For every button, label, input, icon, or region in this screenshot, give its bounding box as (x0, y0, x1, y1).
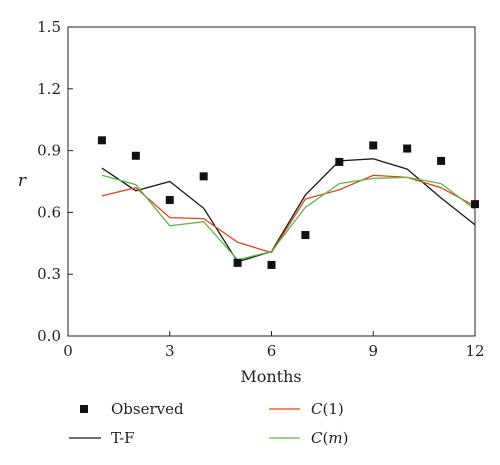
x-axis: 0 3 6 9 12 (63, 331, 485, 360)
x-tick-label: 3 (165, 342, 175, 360)
observed-point (335, 157, 344, 166)
legend-label-cm-var: C (311, 429, 323, 447)
legend-marker-observed (80, 405, 88, 413)
observed-point (403, 144, 412, 153)
legend-label-c1: C(1) (311, 400, 344, 418)
observed-point (471, 200, 479, 209)
y-tick-label: 1.2 (37, 80, 61, 98)
y-axis: 0.0 0.3 0.6 0.9 1.2 1.5 (37, 18, 73, 345)
observed-point (97, 136, 106, 145)
legend-label-c1-var: C (311, 400, 323, 418)
legend: Observed T-F C(1) C(m) (69, 400, 348, 447)
observed-point (233, 258, 242, 267)
y-axis-title: r (18, 171, 27, 191)
x-axis-title: Months (240, 367, 301, 386)
series-line-tf (101, 158, 476, 263)
series-line-cm (101, 174, 476, 261)
y-tick-label: 0.0 (37, 327, 61, 345)
y-tick-label: 0.3 (37, 265, 61, 283)
observed-point (131, 151, 140, 160)
y-tick-label: 1.5 (37, 18, 61, 36)
y-tick-label: 0.6 (37, 203, 61, 221)
observed-point (369, 141, 378, 150)
legend-label-observed: Observed (111, 400, 184, 418)
series-line-c1 (101, 174, 476, 254)
legend-label-cm-m: m (328, 429, 342, 447)
observed-point (437, 156, 446, 165)
observed-point (301, 231, 310, 240)
y-tick-label: 0.9 (37, 142, 61, 160)
x-tick-label: 12 (465, 342, 484, 360)
series-layer (97, 136, 479, 269)
observed-point (165, 196, 174, 205)
legend-label-c1-paren: (1) (322, 400, 343, 418)
legend-label-tf: T-F (111, 429, 135, 447)
x-tick-label: 9 (368, 342, 378, 360)
legend-label-cm-open: ( (322, 429, 328, 447)
observed-point (267, 260, 276, 269)
x-tick-label: 0 (63, 342, 73, 360)
observed-point (199, 172, 208, 181)
legend-label-cm: C(m) (311, 429, 348, 447)
x-tick-label: 6 (267, 342, 277, 360)
plot-frame (67, 26, 476, 337)
legend-label-cm-close: ) (343, 429, 349, 447)
